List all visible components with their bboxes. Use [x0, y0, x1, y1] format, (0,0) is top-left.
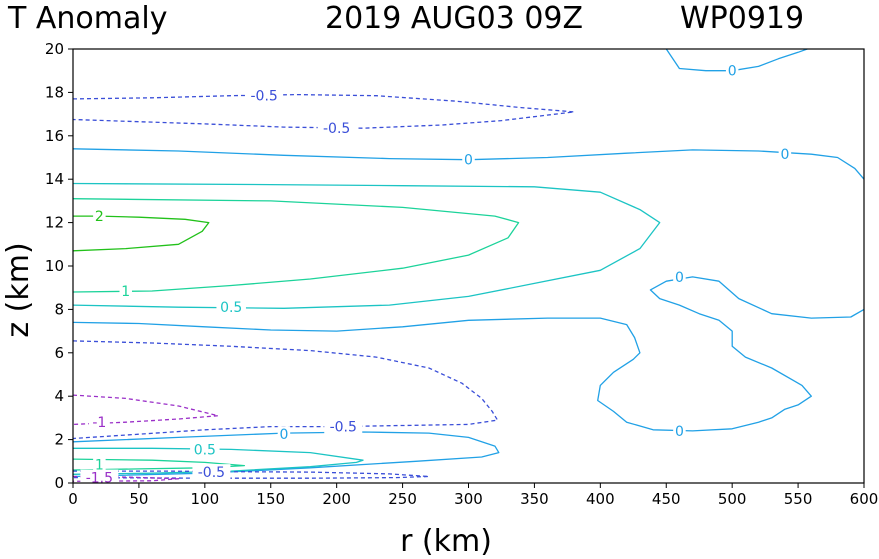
contour-label-bg: [216, 299, 246, 316]
y-tick-label: 14: [45, 170, 64, 188]
contour-label-bg: [119, 282, 132, 299]
y-tick-label: 2: [54, 431, 64, 449]
contour-label-bg: [673, 422, 686, 439]
contour-line-10: [72, 340, 499, 440]
chart-title: T Anomaly: [7, 1, 167, 36]
contour-label: 2: [95, 209, 104, 225]
x-tick-label: 300: [454, 490, 483, 508]
x-tick-label: 200: [322, 490, 351, 508]
x-tick-label: 550: [784, 490, 813, 508]
contour-label-bg: [277, 426, 291, 443]
y-axis-label: z (km): [1, 242, 36, 337]
contour-layer: [72, 48, 865, 482]
contour-line-7: [72, 458, 246, 471]
plot-frame: [72, 48, 865, 484]
contour-label-bg: [80, 469, 119, 486]
y-tick-label: 18: [45, 83, 64, 101]
x-tick-label: 100: [191, 490, 220, 508]
contour-line-11: [72, 470, 430, 479]
contour-label-layer: 0 0 0 0 0 0 -0.5 -0.5 -0.5 -0.5 2 1 1 0.5 0.5 -1 -1.5: [80, 62, 792, 487]
contour-label: -1.5: [86, 471, 113, 487]
contour-label: -0.5: [323, 121, 350, 137]
contour-label: -0.5: [330, 420, 357, 436]
y-tick-label: 16: [45, 127, 64, 145]
contour-label-bg: [245, 87, 284, 104]
contour-label-bg: [317, 120, 356, 137]
contour-label: 1: [121, 284, 130, 300]
contour-label: -0.5: [250, 89, 277, 105]
contour-label: 0.5: [220, 300, 242, 316]
chart-storm-label: WP0919: [680, 1, 804, 36]
x-tick-label: 250: [388, 490, 417, 508]
y-tick-label: 20: [45, 40, 64, 58]
y-tick-label: 8: [54, 300, 64, 318]
contour-label: 0: [728, 64, 737, 80]
x-tick-label: 600: [850, 490, 879, 508]
x-axis-label: r (km): [400, 524, 492, 559]
contour-label-bg: [673, 268, 686, 285]
chart-date-label: 2019 AUG03 09Z: [325, 1, 583, 36]
contour-label: -1: [92, 415, 106, 431]
contour-label-bg: [725, 62, 739, 79]
contour-label-bg: [190, 441, 220, 458]
contour-line-6: [72, 198, 520, 293]
x-axis: 0 50 100 150 200 250 300 350 400 450 500 550 600: [68, 483, 878, 508]
contour-label: 0.5: [194, 442, 216, 458]
y-tick-label: 4: [54, 387, 64, 405]
x-tick-label: 500: [718, 490, 747, 508]
contour-label-bg: [778, 146, 792, 163]
contour-label: -0.5: [198, 465, 225, 481]
contour-label: 0: [675, 270, 684, 286]
y-tick-label: 10: [45, 257, 64, 275]
x-tick-label: 450: [652, 490, 681, 508]
y-axis: 0 2 4 6 8 10 12 14 16 18 20: [45, 40, 73, 492]
contour-label: 0: [675, 424, 684, 440]
x-tick-label: 150: [256, 490, 285, 508]
y-tick-label: 6: [54, 344, 64, 362]
contour-line-1: [72, 148, 865, 180]
contour-label-bg: [324, 418, 363, 435]
x-tick-label: 350: [520, 490, 549, 508]
x-tick-label: 50: [129, 490, 148, 508]
contour-label-bg: [462, 151, 475, 168]
contour-line-8: [72, 215, 210, 252]
contour-label: 0: [780, 147, 789, 163]
x-tick-label: 400: [586, 490, 615, 508]
contour-line-12: [72, 394, 219, 426]
x-tick-label: 0: [68, 490, 78, 508]
contour-line-4: [72, 182, 661, 309]
contour-label: 0: [279, 427, 288, 443]
contour-label-bg: [93, 456, 106, 473]
contour-label-bg: [93, 208, 106, 225]
contour-line-0: [665, 48, 808, 72]
y-tick-label: 0: [54, 474, 64, 492]
contour-line-2: [72, 276, 865, 432]
contour-label-bg: [88, 414, 110, 431]
contour-label: 1: [95, 458, 104, 474]
y-tick-label: 12: [45, 214, 64, 232]
contour-label-bg: [192, 464, 231, 481]
contour-label: 0: [464, 153, 473, 169]
